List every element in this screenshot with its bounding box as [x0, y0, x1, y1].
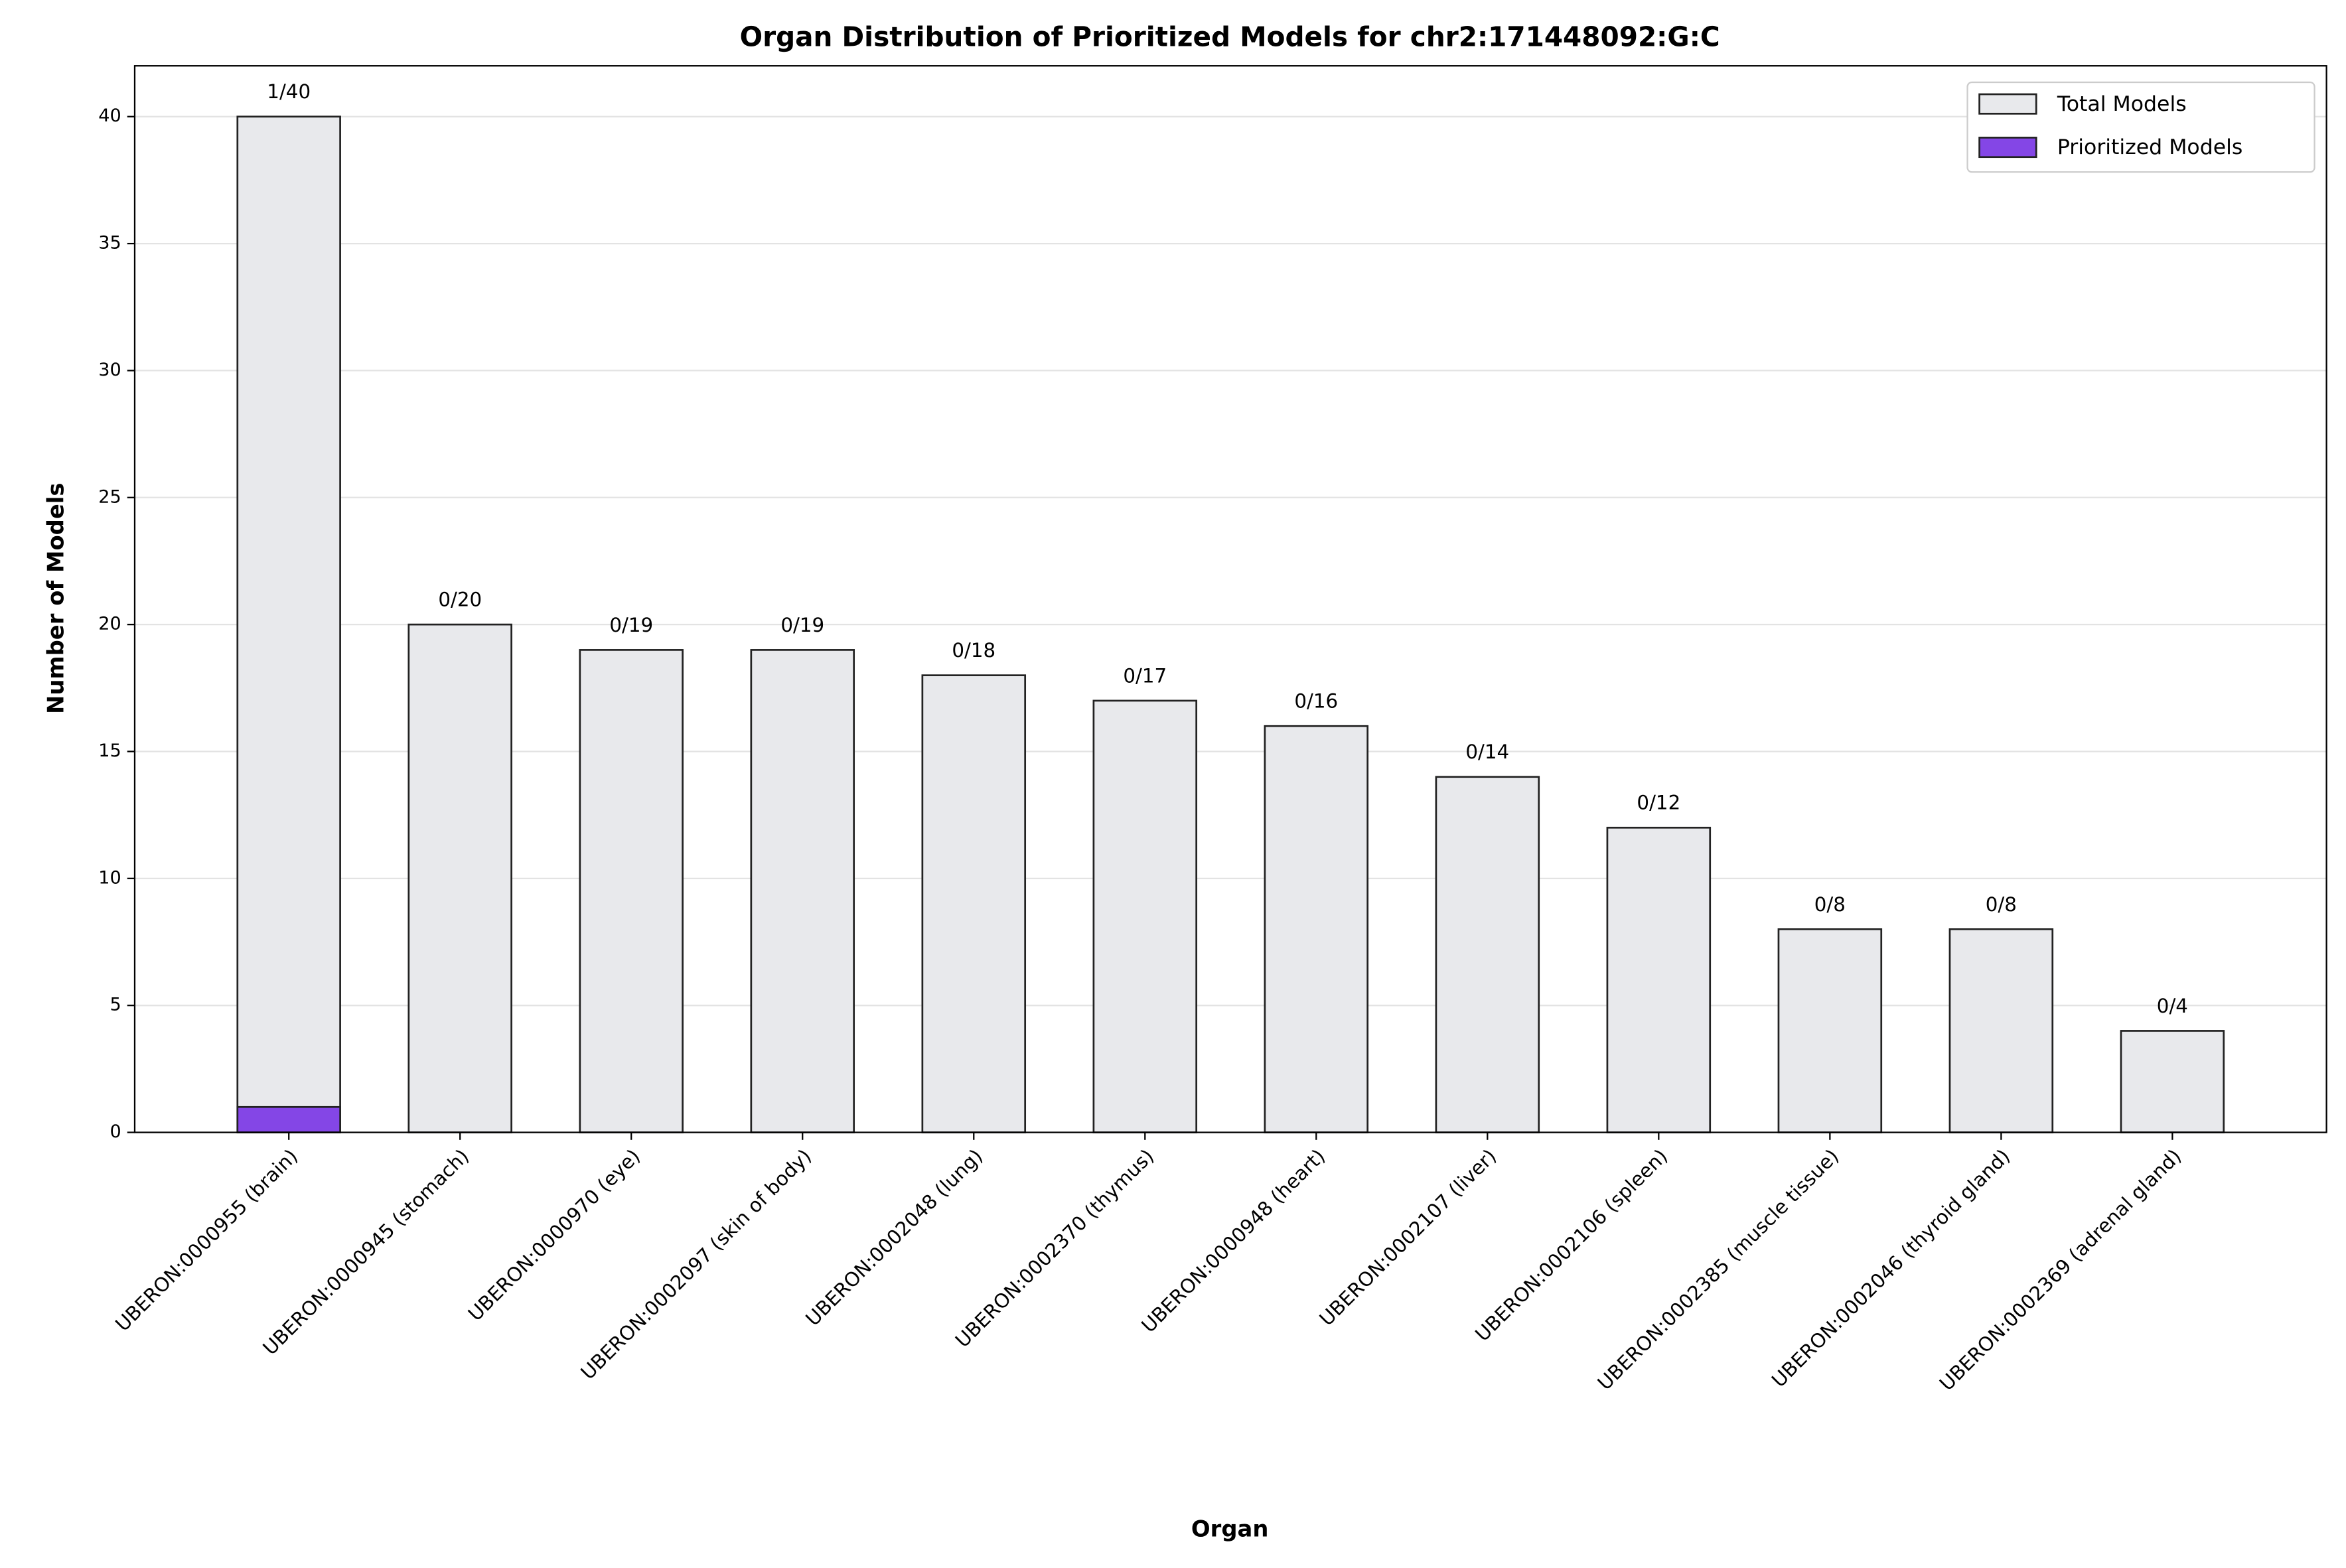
y-tick-label: 30 — [98, 360, 121, 380]
chart-title: Organ Distribution of Prioritized Models… — [740, 21, 1720, 53]
bar — [1948, 928, 2054, 1133]
y-tick-label: 25 — [98, 486, 121, 507]
legend-label: Total Models — [2057, 92, 2187, 116]
y-tick-label: 40 — [98, 106, 121, 126]
value-label: 0/18 — [952, 639, 995, 662]
bar — [1264, 725, 1369, 1133]
bar — [407, 623, 512, 1133]
y-tick-label: 5 — [110, 995, 121, 1015]
bars: 1/40 0/20 0/19 0/19 0/18 0/17 0/16 0/14 0/12 0/8 0… — [236, 80, 2225, 1133]
value-label: 0/8 — [1814, 893, 1846, 916]
y-tick-label: 15 — [98, 741, 121, 761]
bar — [1606, 826, 1712, 1133]
bar — [2120, 1030, 2225, 1133]
value-label: 0/12 — [1637, 792, 1680, 814]
x-axis-label: Organ — [1191, 1516, 1268, 1542]
value-label: 0/20 — [438, 589, 482, 611]
value-label: 0/4 — [2157, 995, 2188, 1017]
legend-label: Prioritized Models — [2057, 135, 2243, 159]
value-label: 0/16 — [1294, 690, 1338, 713]
plot-frame — [133, 65, 2327, 1133]
value-label: 1/40 — [267, 80, 311, 103]
y-tick-label: 20 — [98, 614, 121, 634]
y-tick-label: 35 — [98, 233, 121, 253]
y-tick-label: 10 — [98, 867, 121, 888]
value-label: 0/19 — [609, 614, 653, 636]
value-label: 0/14 — [1465, 741, 1509, 763]
bar — [236, 115, 341, 1133]
y-tick-label: 0 — [110, 1121, 121, 1142]
y-axis-label: Number of Models — [42, 483, 68, 714]
bar — [921, 674, 1027, 1133]
bar — [750, 649, 855, 1133]
legend-swatch — [1978, 137, 2037, 159]
value-label: 0/19 — [780, 614, 824, 636]
bar — [579, 649, 684, 1133]
bar — [1092, 699, 1198, 1133]
bar — [1777, 928, 1883, 1133]
value-label: 0/8 — [1986, 893, 2017, 916]
bar — [236, 1105, 341, 1133]
value-label: 0/17 — [1123, 664, 1167, 687]
legend-swatch — [1978, 93, 2037, 115]
bar — [1435, 776, 1540, 1133]
legend: Total Models Prioritized Models — [1966, 81, 2315, 173]
legend-box — [1966, 81, 2315, 173]
